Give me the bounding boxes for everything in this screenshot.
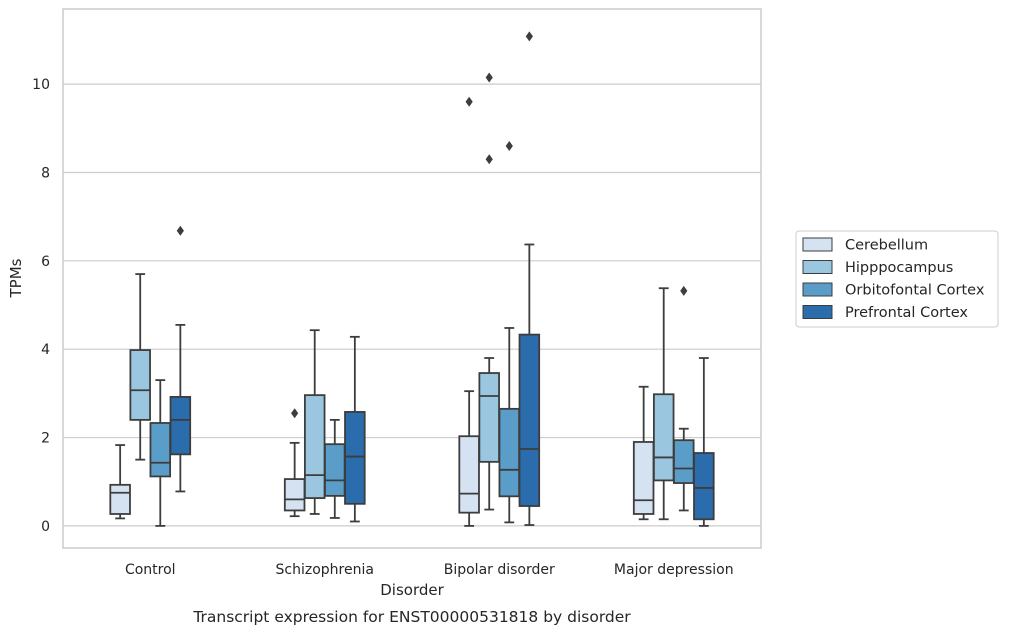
iqr-box [478,372,500,463]
box-orbitofontal-cortex [324,418,346,519]
iqr-box [169,396,192,456]
outlier-point [680,285,688,296]
x-axis-title: Disorder [380,581,444,599]
legend-label: Cerebellum [845,238,928,254]
x-tick-label: Major depression [614,562,734,578]
outlier-point [525,31,533,42]
box-cerebellum [109,444,131,520]
x-tick-labels: Control Schizophrenia Bipolar disorder Majo… [125,562,734,578]
iqr-box [344,411,366,505]
y-tick-labels: 0 2 4 6 8 10 [32,77,50,535]
boxes [109,31,715,527]
box-cerebellum [632,385,655,521]
iqr-box [498,407,521,498]
legend-label: Prefrontal Cortex [845,305,968,321]
plot-frame [62,8,762,549]
legend-frame [795,230,999,328]
outlier-point [176,225,184,236]
y-tick-label: 2 [41,431,50,447]
iqr-box [652,393,675,482]
y-tick-label: 10 [32,77,50,93]
box-hipppocampus [478,72,500,511]
legend-swatch [802,305,833,319]
box-cerebellum [458,96,480,527]
box-hipppocampus [303,329,326,515]
box-prefrontal-cortex [344,335,366,523]
iqr-box [673,439,695,484]
box-prefrontal-cortex [169,225,192,493]
iqr-box [129,349,151,421]
box-prefrontal-cortex [518,31,541,526]
iqr-box [303,394,326,499]
legend-label: Hipppocampus [845,260,953,276]
iqr-box [458,435,480,514]
box-prefrontal-cortex [693,357,715,527]
iqr-box [283,478,306,512]
legend-swatch [802,260,833,274]
outlier-point [485,72,493,83]
y-tick-label: 8 [41,165,50,181]
iqr-box [324,443,346,497]
y-tick-label: 4 [41,342,50,358]
legend-swatch [802,237,833,252]
y-tick-label: 0 [41,519,50,535]
box-orbitofontal-cortex [498,140,521,524]
outlier-point [505,140,513,151]
iqr-box [149,422,172,478]
outlier-point [465,96,473,107]
box-hipppocampus [652,287,675,521]
x-tick-label: Bipolar disorder [444,562,555,578]
legend-label: Orbitofontal Cortex [845,283,985,299]
figure-caption: Transcript expression for ENST0000053181… [192,608,631,626]
x-tick-label: Schizophrenia [276,562,374,578]
box-cerebellum [283,408,306,518]
iqr-box [109,483,131,515]
legend-swatch [802,282,833,297]
box-orbitofontal-cortex [673,285,695,512]
y-axis-title: TPMs [7,258,25,298]
iqr-box [693,452,715,521]
outlier-point [485,154,493,165]
outlier-point [291,408,299,419]
iqr-box [632,441,655,515]
legend: Cerebellum Hipppocampus Orbitofontal Corte… [795,230,999,328]
box-hipppocampus [129,273,151,461]
box-orbitofontal-cortex [149,379,172,527]
x-tick-label: Control [125,562,176,578]
iqr-box [518,333,541,507]
y-tick-label: 6 [41,254,50,270]
